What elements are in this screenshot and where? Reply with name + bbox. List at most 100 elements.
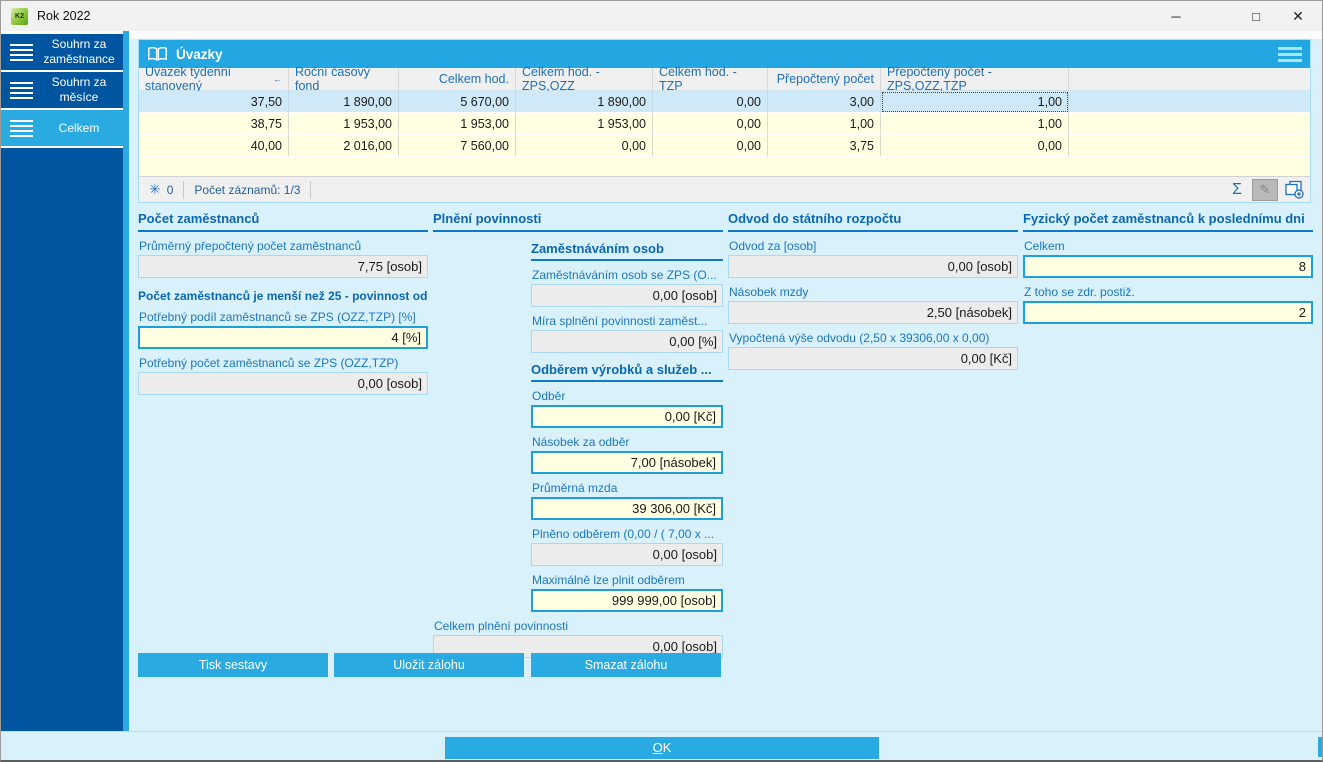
fyzicky-celkem-input[interactable]	[1023, 255, 1313, 278]
maximalne-lze-plnit-input[interactable]	[531, 589, 723, 612]
main-area: Souhrn za zaměstnance Souhrn za měsíce C…	[1, 31, 1322, 731]
table-cell[interactable]: 0,00	[653, 113, 768, 135]
bottom-bar-accent	[1318, 737, 1322, 757]
table-cell[interactable]: 3,00	[768, 91, 881, 113]
odber-input[interactable]	[531, 405, 723, 428]
table-header-row: Úvazek týdenní stanovený ← Roční časový …	[139, 65, 1310, 93]
table-cell[interactable]: 2 016,00	[289, 135, 399, 157]
column-header[interactable]: Celkem hod. - ZPS,OZZ	[516, 65, 653, 93]
table-cell[interactable]: 1,00	[881, 113, 1069, 135]
panel-menu-icon[interactable]	[1278, 46, 1302, 62]
sidebar: Souhrn za zaměstnance Souhrn za měsíce C…	[1, 34, 123, 731]
zdravotne-postizeni-input[interactable]	[1023, 301, 1313, 324]
freeze-count: 0	[166, 182, 174, 197]
plneno-odberem-field: 0,00 [osob]	[531, 543, 723, 566]
uvazky-panel: Úvazky Úvazek týdenní stanovený ← Roční …	[138, 39, 1311, 203]
sum-icon[interactable]: Σ	[1232, 180, 1242, 198]
ulozit-zalohu-button[interactable]: Uložit zálohu	[334, 653, 524, 677]
field-label: Potřebný počet zaměstnanců se ZPS (OZZ,T…	[139, 356, 399, 370]
column-header[interactable]: Celkem hod.	[399, 68, 516, 91]
section-title: Odvod do státního rozpočtu	[728, 211, 1018, 232]
column-header[interactable]: Úvazek týdenní stanovený ←	[139, 65, 289, 93]
table-cell[interactable]: 1 953,00	[289, 113, 399, 135]
top-gap-left	[1, 31, 129, 34]
column-header[interactable]: Roční časový fond	[289, 65, 399, 93]
subsection-title: Odběrem výrobků a služeb ...	[531, 362, 723, 382]
field-label: Potřebný podíl zaměstnanců se ZPS (OZZ,T…	[139, 310, 416, 324]
status-toolbar: Σ ✎	[1228, 178, 1304, 201]
table-cell[interactable]: 0,00	[653, 91, 768, 113]
sidebar-accent-strip	[123, 31, 129, 731]
column-header[interactable]: Celkem hod. - TZP	[653, 65, 768, 93]
section-title: Fyzický počet zaměstnanců k poslednímu d…	[1023, 211, 1313, 232]
sidebar-item-souhrn-za-mesice[interactable]: Souhrn za měsíce	[1, 72, 123, 110]
nasobek-mzdy-field: 2,50 [násobek]	[728, 301, 1018, 324]
ok-button[interactable]: OK	[445, 737, 879, 759]
section-title: Počet zaměstnanců	[138, 211, 428, 232]
sidebar-item-label: Celkem	[58, 120, 100, 135]
field-label: Odvod za [osob]	[729, 239, 817, 253]
hamburger-icon	[1, 43, 41, 61]
subsection-label: Počet zaměstnanců je menší než 25 - povi…	[138, 289, 428, 303]
potrebny-podil-input[interactable]	[138, 326, 428, 349]
field-label: Průměrná mzda	[532, 481, 618, 495]
table-cell[interactable]: 5 670,00	[399, 91, 516, 113]
field-label: Míra splnění povinnosti zaměst...	[532, 314, 708, 328]
table-status-bar: ✳ 0 Počet záznamů: 1/3 Σ ✎	[139, 176, 1310, 202]
subsection-zamestnavanim-osob: Zaměstnáváním osob Zaměstnáváním osob se…	[531, 241, 723, 612]
table-row[interactable]: 40,00 2 016,00 7 560,00 0,00 0,00 3,75 0…	[139, 135, 1310, 157]
field-label: Celkem plnění povinnosti	[434, 619, 569, 633]
prumerna-mzda-input[interactable]	[531, 497, 723, 520]
action-buttons-row: Tisk sestavy Uložit zálohu Smazat zálohu	[138, 653, 1313, 677]
column-header[interactable]: Přepočtený počet - ZPS,OZZ,TZP	[881, 65, 1069, 93]
table-row[interactable]: 38,75 1 953,00 1 953,00 1 953,00 0,00 1,…	[139, 113, 1310, 135]
minimize-button[interactable]: ─	[1171, 8, 1181, 24]
edit-icon[interactable]: ✎	[1252, 178, 1278, 201]
odvod-za-field: 0,00 [osob]	[728, 255, 1018, 278]
section-plneni-povinnosti: Plnění povinnosti Zaměstnáváním osob Zam…	[433, 211, 723, 658]
table-cell-focused[interactable]: 1,00	[881, 91, 1069, 113]
table-row[interactable]: 37,50 1 890,00 5 670,00 1 890,00 0,00 3,…	[139, 91, 1310, 113]
nasobek-za-odber-input[interactable]	[531, 451, 723, 474]
table-cell[interactable]: 38,75	[139, 113, 289, 135]
column-header-filler	[1069, 68, 1310, 91]
table-cell-filler	[1069, 91, 1310, 113]
field-label: Násobek mzdy	[729, 285, 809, 299]
table-cell-filler	[1069, 135, 1310, 157]
status-divider	[183, 180, 185, 199]
subsection-title: Zaměstnáváním osob	[531, 241, 723, 261]
status-divider	[310, 180, 312, 199]
table-cell[interactable]: 1,00	[768, 113, 881, 135]
zamestnavanim-osob-zps-field: 0,00 [osob]	[531, 284, 723, 307]
sidebar-item-celkem[interactable]: Celkem	[1, 110, 123, 148]
window-title: Rok 2022	[37, 9, 91, 23]
table-cell[interactable]: 1 953,00	[399, 113, 516, 135]
section-pocet-zamestnancu: Počet zaměstnanců Průměrný přepočtený po…	[138, 211, 428, 395]
freeze-icon[interactable]: ✳	[149, 181, 161, 197]
table-cell[interactable]: 7 560,00	[399, 135, 516, 157]
maximize-button[interactable]: □	[1252, 8, 1260, 24]
close-button[interactable]: ✕	[1292, 7, 1304, 24]
table-cell[interactable]: 37,50	[139, 91, 289, 113]
mira-splneni-field: 0,00 [%]	[531, 330, 723, 353]
column-header[interactable]: Přepočtený počet	[768, 68, 881, 91]
table-cell[interactable]: 0,00	[881, 135, 1069, 157]
window-controls: ─ □ ✕	[1156, 1, 1322, 31]
copy-add-icon[interactable]	[1284, 180, 1304, 199]
table-cell[interactable]: 1 890,00	[516, 91, 653, 113]
field-label: Průměrný přepočtený počet zaměstnanců	[139, 239, 362, 253]
section-fyzicky-pocet: Fyzický počet zaměstnanců k poslednímu d…	[1023, 211, 1313, 324]
sidebar-item-label: Souhrn za měsíce	[51, 75, 107, 104]
hamburger-icon	[1, 119, 41, 137]
tisk-sestavy-button[interactable]: Tisk sestavy	[138, 653, 328, 677]
smazat-zalohu-button[interactable]: Smazat zálohu	[531, 653, 721, 677]
table-cell[interactable]: 0,00	[516, 135, 653, 157]
table-cell[interactable]: 0,00	[653, 135, 768, 157]
table-cell[interactable]: 1 890,00	[289, 91, 399, 113]
table-cell[interactable]: 3,75	[768, 135, 881, 157]
table-cell[interactable]: 1 953,00	[516, 113, 653, 135]
record-count: Počet záznamů: 1/3	[194, 182, 301, 197]
sidebar-item-souhrn-za-zamestnance[interactable]: Souhrn za zaměstnance	[1, 34, 123, 72]
table-cell[interactable]: 40,00	[139, 135, 289, 157]
